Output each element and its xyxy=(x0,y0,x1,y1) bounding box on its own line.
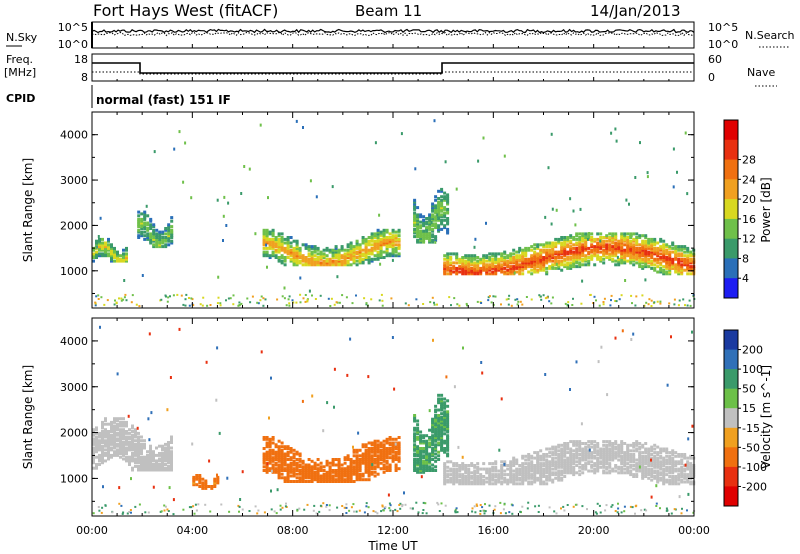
colorbar-cell xyxy=(724,238,738,259)
freq-tick-bottom: 8 xyxy=(81,71,88,84)
time-tick-label: 00:00 xyxy=(678,524,710,537)
range-tick-label: 1000 xyxy=(60,472,88,485)
power-panel-feature-1 xyxy=(137,210,174,249)
time-tick-label: 16:00 xyxy=(477,524,509,537)
power-panel-feature-2 xyxy=(262,228,401,267)
colorbar-cell xyxy=(724,139,738,161)
power-colorbar-label: Power [dB] xyxy=(759,177,773,242)
velocity-ylabel: Slant Range [km] xyxy=(21,365,35,469)
range-tick-label: 1000 xyxy=(60,265,88,278)
time-tick-label: 04:00 xyxy=(176,524,208,537)
colorbar-tick-label: 16 xyxy=(742,213,756,226)
beam-label: Beam 11 xyxy=(355,2,422,20)
freq-unit-label: [MHz] xyxy=(4,66,36,79)
colorbar-cell xyxy=(724,369,738,390)
power-panel-scatter xyxy=(94,119,689,293)
colorbar-cell xyxy=(724,218,738,240)
nsearch-tick-bottom: 10^0 xyxy=(708,38,738,51)
colorbar-tick-label: -15 xyxy=(742,422,760,435)
power-panel-feature-3 xyxy=(413,187,450,244)
velocity-panel-scatter xyxy=(99,325,694,502)
colorbar-tick-label: 4 xyxy=(742,272,749,285)
colorbar-cell xyxy=(724,466,738,487)
nsearch-label: N.Search xyxy=(745,29,795,42)
colorbar-cell xyxy=(724,388,738,409)
time-tick-label: 20:00 xyxy=(578,524,610,537)
nsky-tick-bottom: 10^0 xyxy=(58,38,88,51)
colorbar-tick-label: 15 xyxy=(742,402,756,415)
nave-tick-top: 60 xyxy=(708,53,722,66)
time-tick-label: 08:00 xyxy=(277,524,309,537)
power-colorbar: 4 8 12 16 20 24 28 xyxy=(723,119,756,299)
range-tick-label: 3000 xyxy=(60,174,88,187)
colorbar-cell xyxy=(724,199,738,220)
colorbar-tick-label: -50 xyxy=(742,441,760,454)
colorbar-cell xyxy=(724,120,738,141)
colorbar-tick-label: -100 xyxy=(742,461,767,474)
nave-label: Nave xyxy=(747,66,775,79)
freq-label: Freq. xyxy=(6,53,33,66)
power-ylabel: Slant Range [km] xyxy=(21,158,35,262)
range-tick-label: 4000 xyxy=(60,129,88,142)
colorbar-cell xyxy=(724,258,738,279)
nsky-label: N.Sky xyxy=(6,31,38,44)
colorbar-tick-label: 50 xyxy=(742,383,756,396)
colorbar-tick-label: 200 xyxy=(742,344,763,357)
freq-tick-top: 18 xyxy=(74,53,88,66)
range-tick-label: 4000 xyxy=(60,335,88,348)
velocity-panel-feature-4 xyxy=(443,440,696,486)
range-tick-label: 3000 xyxy=(60,381,88,394)
velocity-panel-feature-1 xyxy=(192,474,220,490)
nsearch-line xyxy=(91,31,695,37)
nave-trace xyxy=(92,71,694,75)
colorbar-tick-label: 24 xyxy=(742,173,756,186)
range-tick-label: 2000 xyxy=(60,219,88,232)
nsearch-tick-top: 10^5 xyxy=(708,21,738,34)
nsky-trace xyxy=(91,28,695,37)
power-panel-feature-4 xyxy=(443,232,696,276)
colorbar-tick-label: -200 xyxy=(742,480,767,493)
velocity-panel-feature-3 xyxy=(413,393,450,474)
colorbar-tick-label: 100 xyxy=(742,363,763,376)
nsky-line xyxy=(91,28,695,34)
freq-trace xyxy=(92,62,694,74)
cpid-text: normal (fast) 151 IF xyxy=(96,93,231,107)
velocity-panel-feature-2 xyxy=(262,436,401,483)
freq-panel xyxy=(91,53,695,82)
plot-title: Fort Hays West (fitACF) xyxy=(93,1,278,20)
time-tick-label: 12:00 xyxy=(377,524,409,537)
velocity-colorbar: 200 100 50 15 -15 -50 -100 -200 xyxy=(723,329,767,507)
panel-axes: 1000 2000 3000 4000 1000 2000 3000 4000 00:00 04:… xyxy=(60,44,710,537)
nave-tick-bottom: 0 xyxy=(708,71,715,84)
colorbar-cell xyxy=(724,330,738,351)
x-axis-label: Time UT xyxy=(367,539,418,553)
colorbar-cell xyxy=(724,427,738,448)
date-label: 14/Jan/2013 xyxy=(590,2,681,20)
velocity-heatmap xyxy=(92,318,696,516)
velocity-colorbar-label: Velocity [m s^-1] xyxy=(759,365,773,469)
colorbar-cell xyxy=(724,159,738,180)
colorbar-cell xyxy=(724,278,738,299)
velocity-panel-near-range-echoes xyxy=(92,501,696,516)
colorbar-tick-label: 8 xyxy=(742,252,749,265)
cpid-label: CPID xyxy=(6,92,35,105)
nsky-tick-top: 10^5 xyxy=(58,21,88,34)
time-tick-label: 00:00 xyxy=(76,524,108,537)
colorbar-tick-label: 28 xyxy=(742,154,756,167)
colorbar-cell xyxy=(724,408,738,429)
colorbar-tick-label: 12 xyxy=(742,233,756,246)
colorbar-tick-label: 20 xyxy=(742,193,756,206)
velocity-panel-feature-0 xyxy=(92,417,173,472)
colorbar-cell xyxy=(724,349,738,370)
colorbar-cell xyxy=(724,486,738,507)
power-heatmap xyxy=(92,112,696,308)
range-tick-label: 2000 xyxy=(60,427,88,440)
colorbar-cell xyxy=(724,179,738,200)
colorbar-cell xyxy=(724,447,738,468)
